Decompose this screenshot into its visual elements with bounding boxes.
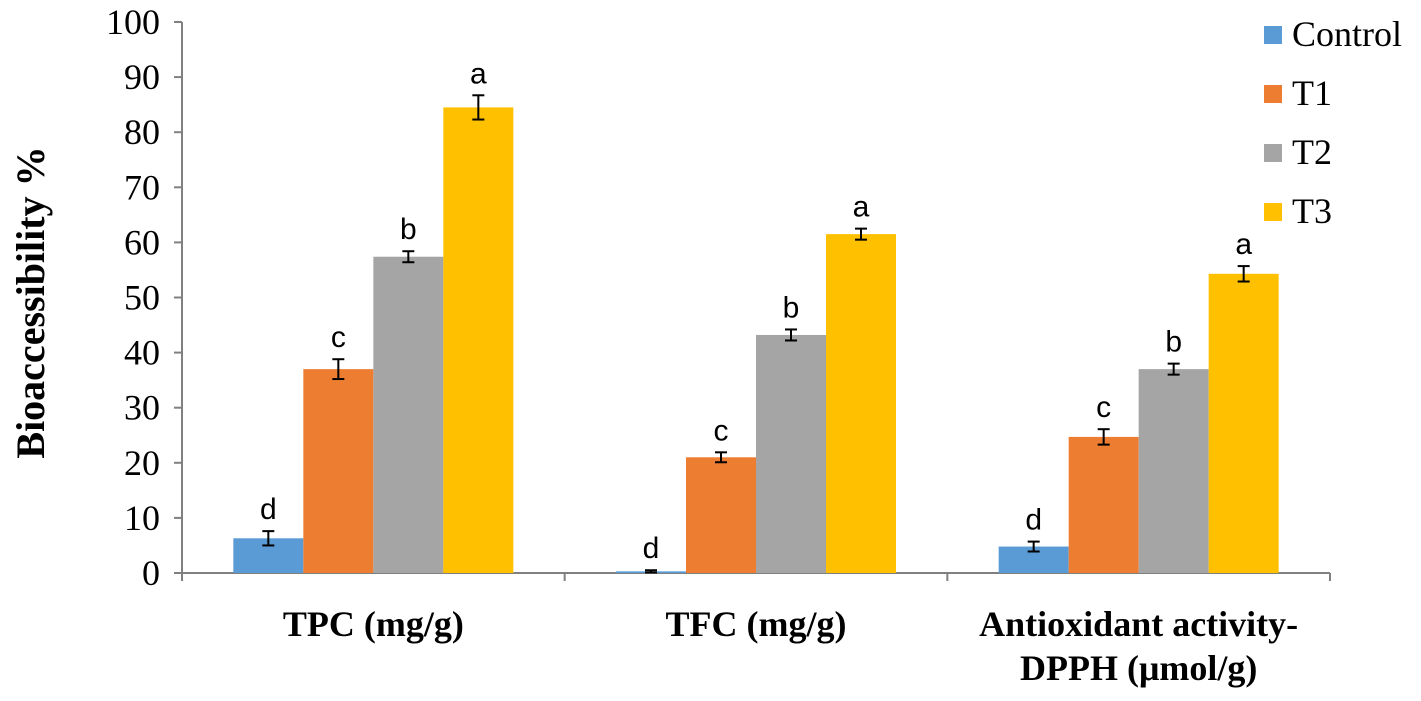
legend-swatch-t3 bbox=[1264, 203, 1282, 221]
bar-t3-1 bbox=[826, 234, 896, 573]
bar-t1-2 bbox=[1068, 436, 1139, 573]
legend-label-t3: T3 bbox=[1292, 191, 1332, 231]
y-tick-label: 60 bbox=[124, 222, 160, 262]
y-tick-label: 10 bbox=[124, 498, 160, 538]
y-tick-label: 80 bbox=[124, 112, 160, 152]
legend-label-control: Control bbox=[1292, 14, 1402, 54]
legend-swatch-t1 bbox=[1264, 85, 1282, 103]
bars bbox=[233, 94, 1279, 574]
bar-t1-1 bbox=[686, 457, 756, 573]
y-tick-label: 50 bbox=[124, 278, 160, 318]
category-label: TFC (mg/g) bbox=[666, 604, 847, 644]
legend: Control T1 T2 T3 bbox=[1264, 14, 1402, 231]
y-tick-label: 30 bbox=[124, 388, 160, 428]
legend-swatch-t2 bbox=[1264, 144, 1282, 162]
significance-letter: d bbox=[260, 493, 277, 526]
labels: TPC (mg/g) TFC (mg/g) Antioxidant activity… bbox=[260, 57, 1298, 688]
significance-letter: b bbox=[400, 213, 417, 246]
y-tick-label: 70 bbox=[124, 167, 160, 207]
significance-letter: c bbox=[331, 321, 346, 354]
y-tick-label: 100 bbox=[106, 2, 160, 42]
legend-swatch-control bbox=[1264, 26, 1282, 44]
significance-letter: c bbox=[714, 414, 729, 447]
significance-letter: a bbox=[470, 57, 487, 90]
significance-letter: c bbox=[1096, 391, 1111, 424]
bar-t3-0 bbox=[443, 107, 514, 573]
bar-t2-0 bbox=[373, 256, 444, 573]
category-label: TPC (mg/g) bbox=[283, 604, 464, 644]
y-tick-label: 0 bbox=[142, 553, 160, 593]
bar-t2-2 bbox=[1138, 369, 1209, 573]
bar-t1-0 bbox=[303, 369, 374, 573]
y-axis-title: Bioaccessibility % bbox=[8, 146, 53, 458]
significance-letter: a bbox=[853, 191, 870, 224]
significance-letter: b bbox=[1165, 326, 1182, 359]
significance-letter: a bbox=[1235, 228, 1252, 261]
y-tick-label: 90 bbox=[124, 57, 160, 97]
category-label: DPPH (μmol/g) bbox=[1020, 648, 1257, 688]
bar-t3-2 bbox=[1208, 273, 1279, 573]
significance-letter: b bbox=[783, 291, 800, 324]
significance-letter: d bbox=[1025, 504, 1042, 537]
axes: 0 10 20 30 40 50 60 70 80 90 100 Bioaccessibility % bbox=[8, 2, 1331, 593]
legend-label-t2: T2 bbox=[1292, 132, 1332, 172]
bar-t2-1 bbox=[756, 334, 826, 573]
y-tick-label: 40 bbox=[124, 333, 160, 373]
y-tick-label: 20 bbox=[124, 443, 160, 483]
significance-letter: d bbox=[643, 532, 660, 565]
legend-label-t1: T1 bbox=[1292, 73, 1332, 113]
category-label: Antioxidant activity- bbox=[979, 604, 1298, 644]
